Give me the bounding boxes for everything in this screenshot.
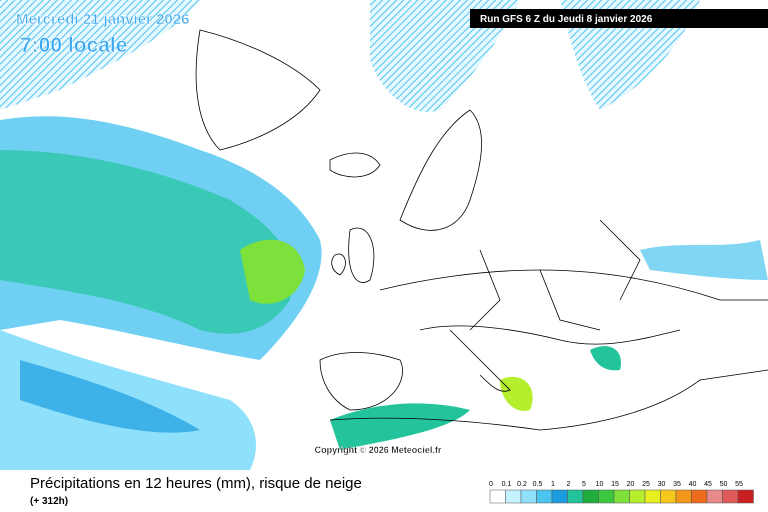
time-label: 7:00 locale bbox=[20, 34, 127, 57]
legend-label: 40 bbox=[689, 481, 697, 488]
legend-swatch bbox=[706, 489, 723, 504]
legend-swatch bbox=[536, 489, 553, 504]
legend-swatch bbox=[598, 489, 615, 504]
legend-swatch bbox=[629, 489, 646, 504]
date-label: Mercredi 21 janvier 2026 bbox=[16, 11, 189, 28]
legend-label: 15 bbox=[611, 481, 619, 488]
legend-swatch bbox=[737, 489, 754, 504]
legend: 0 0.1 0.2 0.5 1 2 5 10 15 20 25 30 35 40 45 50 55 bbox=[489, 481, 754, 504]
legend-swatch bbox=[551, 489, 568, 504]
legend-swatch bbox=[505, 489, 522, 504]
legend-label: 2 bbox=[567, 481, 571, 488]
run-box bbox=[470, 9, 768, 28]
legend-swatch bbox=[660, 489, 677, 504]
legend-label: 20 bbox=[627, 481, 635, 488]
legend-swatch bbox=[675, 489, 692, 504]
legend-label: 55 bbox=[735, 481, 743, 488]
legend-label: 0.2 bbox=[517, 481, 527, 488]
map: Copyright © 2026 Meteociel.fr bbox=[0, 0, 768, 470]
legend-swatch bbox=[489, 489, 506, 504]
footer-title: Précipitations en 12 heures (mm), risque… bbox=[30, 475, 362, 492]
legend-label: 5 bbox=[582, 481, 586, 488]
lead-time: (+ 312h) bbox=[30, 496, 68, 507]
legend-label: 30 bbox=[658, 481, 666, 488]
legend-swatch bbox=[644, 489, 661, 504]
legend-label: 0.5 bbox=[533, 481, 543, 488]
legend-label: 10 bbox=[596, 481, 604, 488]
copyright: Copyright © 2026 Meteociel.fr bbox=[315, 445, 442, 455]
legend-label: 1 bbox=[551, 481, 555, 488]
legend-swatch bbox=[613, 489, 630, 504]
legend-swatch bbox=[520, 489, 537, 504]
legend-label: 35 bbox=[673, 481, 681, 488]
run-label: Run GFS 6 Z du Jeudi 8 janvier 2026 bbox=[480, 14, 653, 25]
legend-label: 0.1 bbox=[502, 481, 512, 488]
legend-swatch bbox=[582, 489, 599, 504]
legend-swatch bbox=[722, 489, 739, 504]
legend-label: 25 bbox=[642, 481, 650, 488]
legend-label: 50 bbox=[720, 481, 728, 488]
legend-swatch bbox=[691, 489, 708, 504]
legend-label: 0 bbox=[489, 481, 493, 488]
legend-label: 45 bbox=[704, 481, 712, 488]
legend-swatch bbox=[567, 489, 584, 504]
